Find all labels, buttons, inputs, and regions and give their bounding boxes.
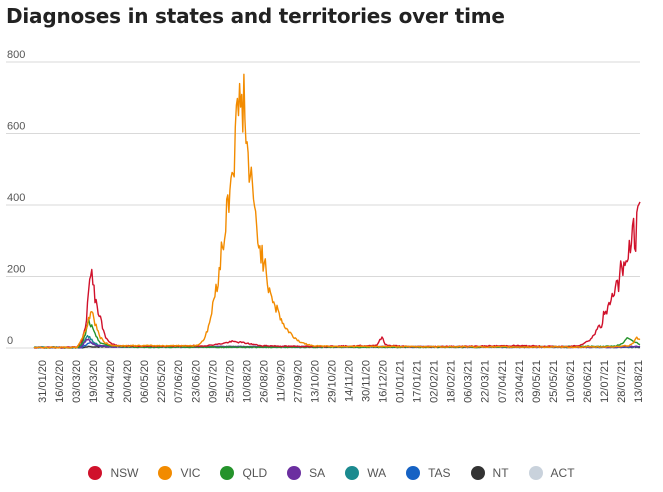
x-tick-label: 19/03/20 [88,360,100,403]
legend-swatch [220,466,235,480]
x-tick-label: 07/06/20 [173,360,185,403]
x-tick-label: 13/10/20 [310,360,322,403]
x-tick-label: 23/06/20 [190,360,202,403]
legend-swatch [470,466,485,480]
legend-swatch [406,466,421,480]
series-line-nsw [34,201,641,349]
x-tick-label: 10/06/21 [565,360,577,403]
legend-item-qld[interactable]: QLD [220,466,267,480]
chart-title: Diagnoses in states and territories over… [6,4,505,28]
x-tick-label: 09/07/20 [207,360,219,403]
legend: NSW VIC QLD SA WA TAS NT ACT [0,466,663,480]
y-tick-label: 0 [7,335,13,347]
x-tick-label: 03/03/20 [71,360,83,403]
legend-label: WA [367,466,387,480]
x-tick-label: 06/05/20 [139,360,151,403]
chart-canvas: 0 200 400 600 800 31/01/20 16/02/20 03/03/20 19/… [6,49,645,403]
x-tick-label: 16/12/20 [378,360,390,403]
x-tick-label: 12/07/21 [599,360,611,403]
legend-label: SA [309,466,326,480]
legend-item-sa[interactable]: SA [287,466,325,480]
x-tick-label: 02/02/21 [429,360,441,403]
y-tick-label: 800 [7,49,25,61]
series-line-vic [33,73,641,349]
x-tick-label: 29/10/20 [327,360,339,403]
y-tick-label: 200 [7,264,25,276]
legend-label: NSW [110,466,139,480]
x-tick-label: 30/11/20 [361,360,373,402]
x-tick-label: 28/07/21 [616,360,628,403]
legend-swatch [158,466,173,480]
x-tick-label: 26/06/21 [582,360,594,403]
legend-item-tas[interactable]: TAS [406,466,451,480]
y-tick-label: 600 [7,121,25,133]
x-tick-label: 04/04/20 [105,360,117,403]
x-tick-label: 13/08/21 [633,360,645,403]
legend-item-nt[interactable]: NT [470,466,509,480]
legend-item-vic[interactable]: VIC [158,466,200,480]
legend-item-act[interactable]: ACT [528,466,575,480]
x-tick-label: 18/02/21 [446,360,458,403]
legend-label: TAS [428,466,451,480]
x-tick-label: 22/05/20 [156,360,168,403]
legend-swatch [528,466,543,480]
x-tick-label: 27/09/20 [292,360,304,403]
x-tick-label: 09/05/21 [531,360,543,403]
x-tick-label: 17/01/21 [412,360,424,403]
x-tick-label: 23/04/21 [514,360,526,403]
legend-label: ACT [550,466,575,480]
x-tick-label: 16/02/20 [54,360,66,403]
x-tick-label: 25/05/21 [548,360,560,403]
x-tick-label: 10/08/20 [241,360,253,403]
legend-swatch [287,466,302,480]
x-tick-label: 11/09/20 [275,360,287,402]
legend-item-nsw[interactable]: NSW [88,466,138,480]
legend-swatch [345,466,360,480]
series-line-qld [33,318,641,349]
y-tick-label: 400 [7,192,25,204]
legend-swatch [88,466,103,480]
x-tick-label: 20/04/20 [122,360,134,403]
x-tick-label: 06/03/21 [463,360,475,403]
x-tick-label: 25/07/20 [224,360,236,403]
legend-item-wa[interactable]: WA [345,466,386,480]
legend-label: NT [492,466,509,480]
legend-label: QLD [242,466,268,480]
x-tick-label: 07/04/21 [497,360,509,403]
x-tick-label: 26/08/20 [258,360,270,403]
x-tick-label: 22/03/21 [480,360,492,403]
x-tick-label: 31/01/20 [37,360,49,403]
legend-label: VIC [180,466,201,480]
x-tick-label: 01/01/21 [395,360,407,403]
x-tick-label: 14/11/20 [344,360,356,402]
